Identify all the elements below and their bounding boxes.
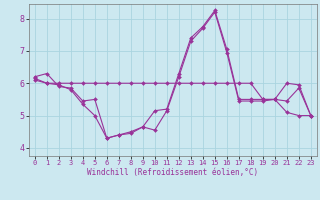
X-axis label: Windchill (Refroidissement éolien,°C): Windchill (Refroidissement éolien,°C) <box>87 168 258 177</box>
